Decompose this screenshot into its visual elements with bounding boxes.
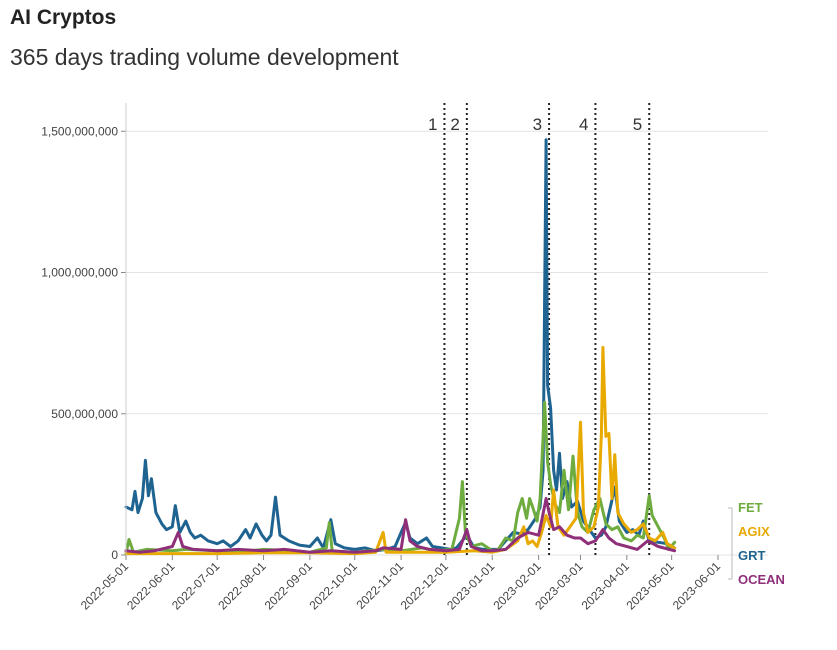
y-tick-label: 0 [111,548,118,562]
series-line-grt [124,138,677,553]
x-tick-label: 2023-06-01 [670,559,724,613]
series-lines [124,138,677,556]
legend-label-agix: AGIX [738,524,770,539]
x-tick-label: 2022-12-01 [398,559,452,613]
chart-subtitle: 365 days trading volume development [10,44,399,70]
event-label: 3 [533,115,542,134]
series-line-ocean [124,497,677,554]
x-tick-label: 2022-05-01 [78,559,132,613]
event-label: 2 [450,115,459,134]
legend-bracket [728,507,733,580]
legend-label-ocean: OCEAN [738,572,785,587]
y-tick-label: 1,500,000,000 [41,124,118,138]
event-label: 4 [579,115,588,134]
grid-lines [126,130,768,556]
x-tick-label: 2022-07-01 [169,559,223,613]
event-label: 5 [633,115,642,134]
x-tick-label: 2023-05-01 [623,559,677,613]
x-tick-label: 2022-10-01 [307,559,361,613]
x-tick-label: 2023-01-01 [444,559,498,613]
chart-title: AI Cryptos [10,6,117,29]
legend: FET AGIX GRT OCEAN [728,500,785,587]
legend-label-grt: GRT [738,548,766,563]
x-tick-label: 2022-08-01 [215,559,269,613]
event-label: 1 [428,115,437,134]
y-tick-label: 1,000,000,000 [41,266,118,280]
legend-label-fet: FET [738,500,763,515]
y-tick-label: 500,000,000 [51,407,118,421]
series-line-agix [124,345,677,556]
